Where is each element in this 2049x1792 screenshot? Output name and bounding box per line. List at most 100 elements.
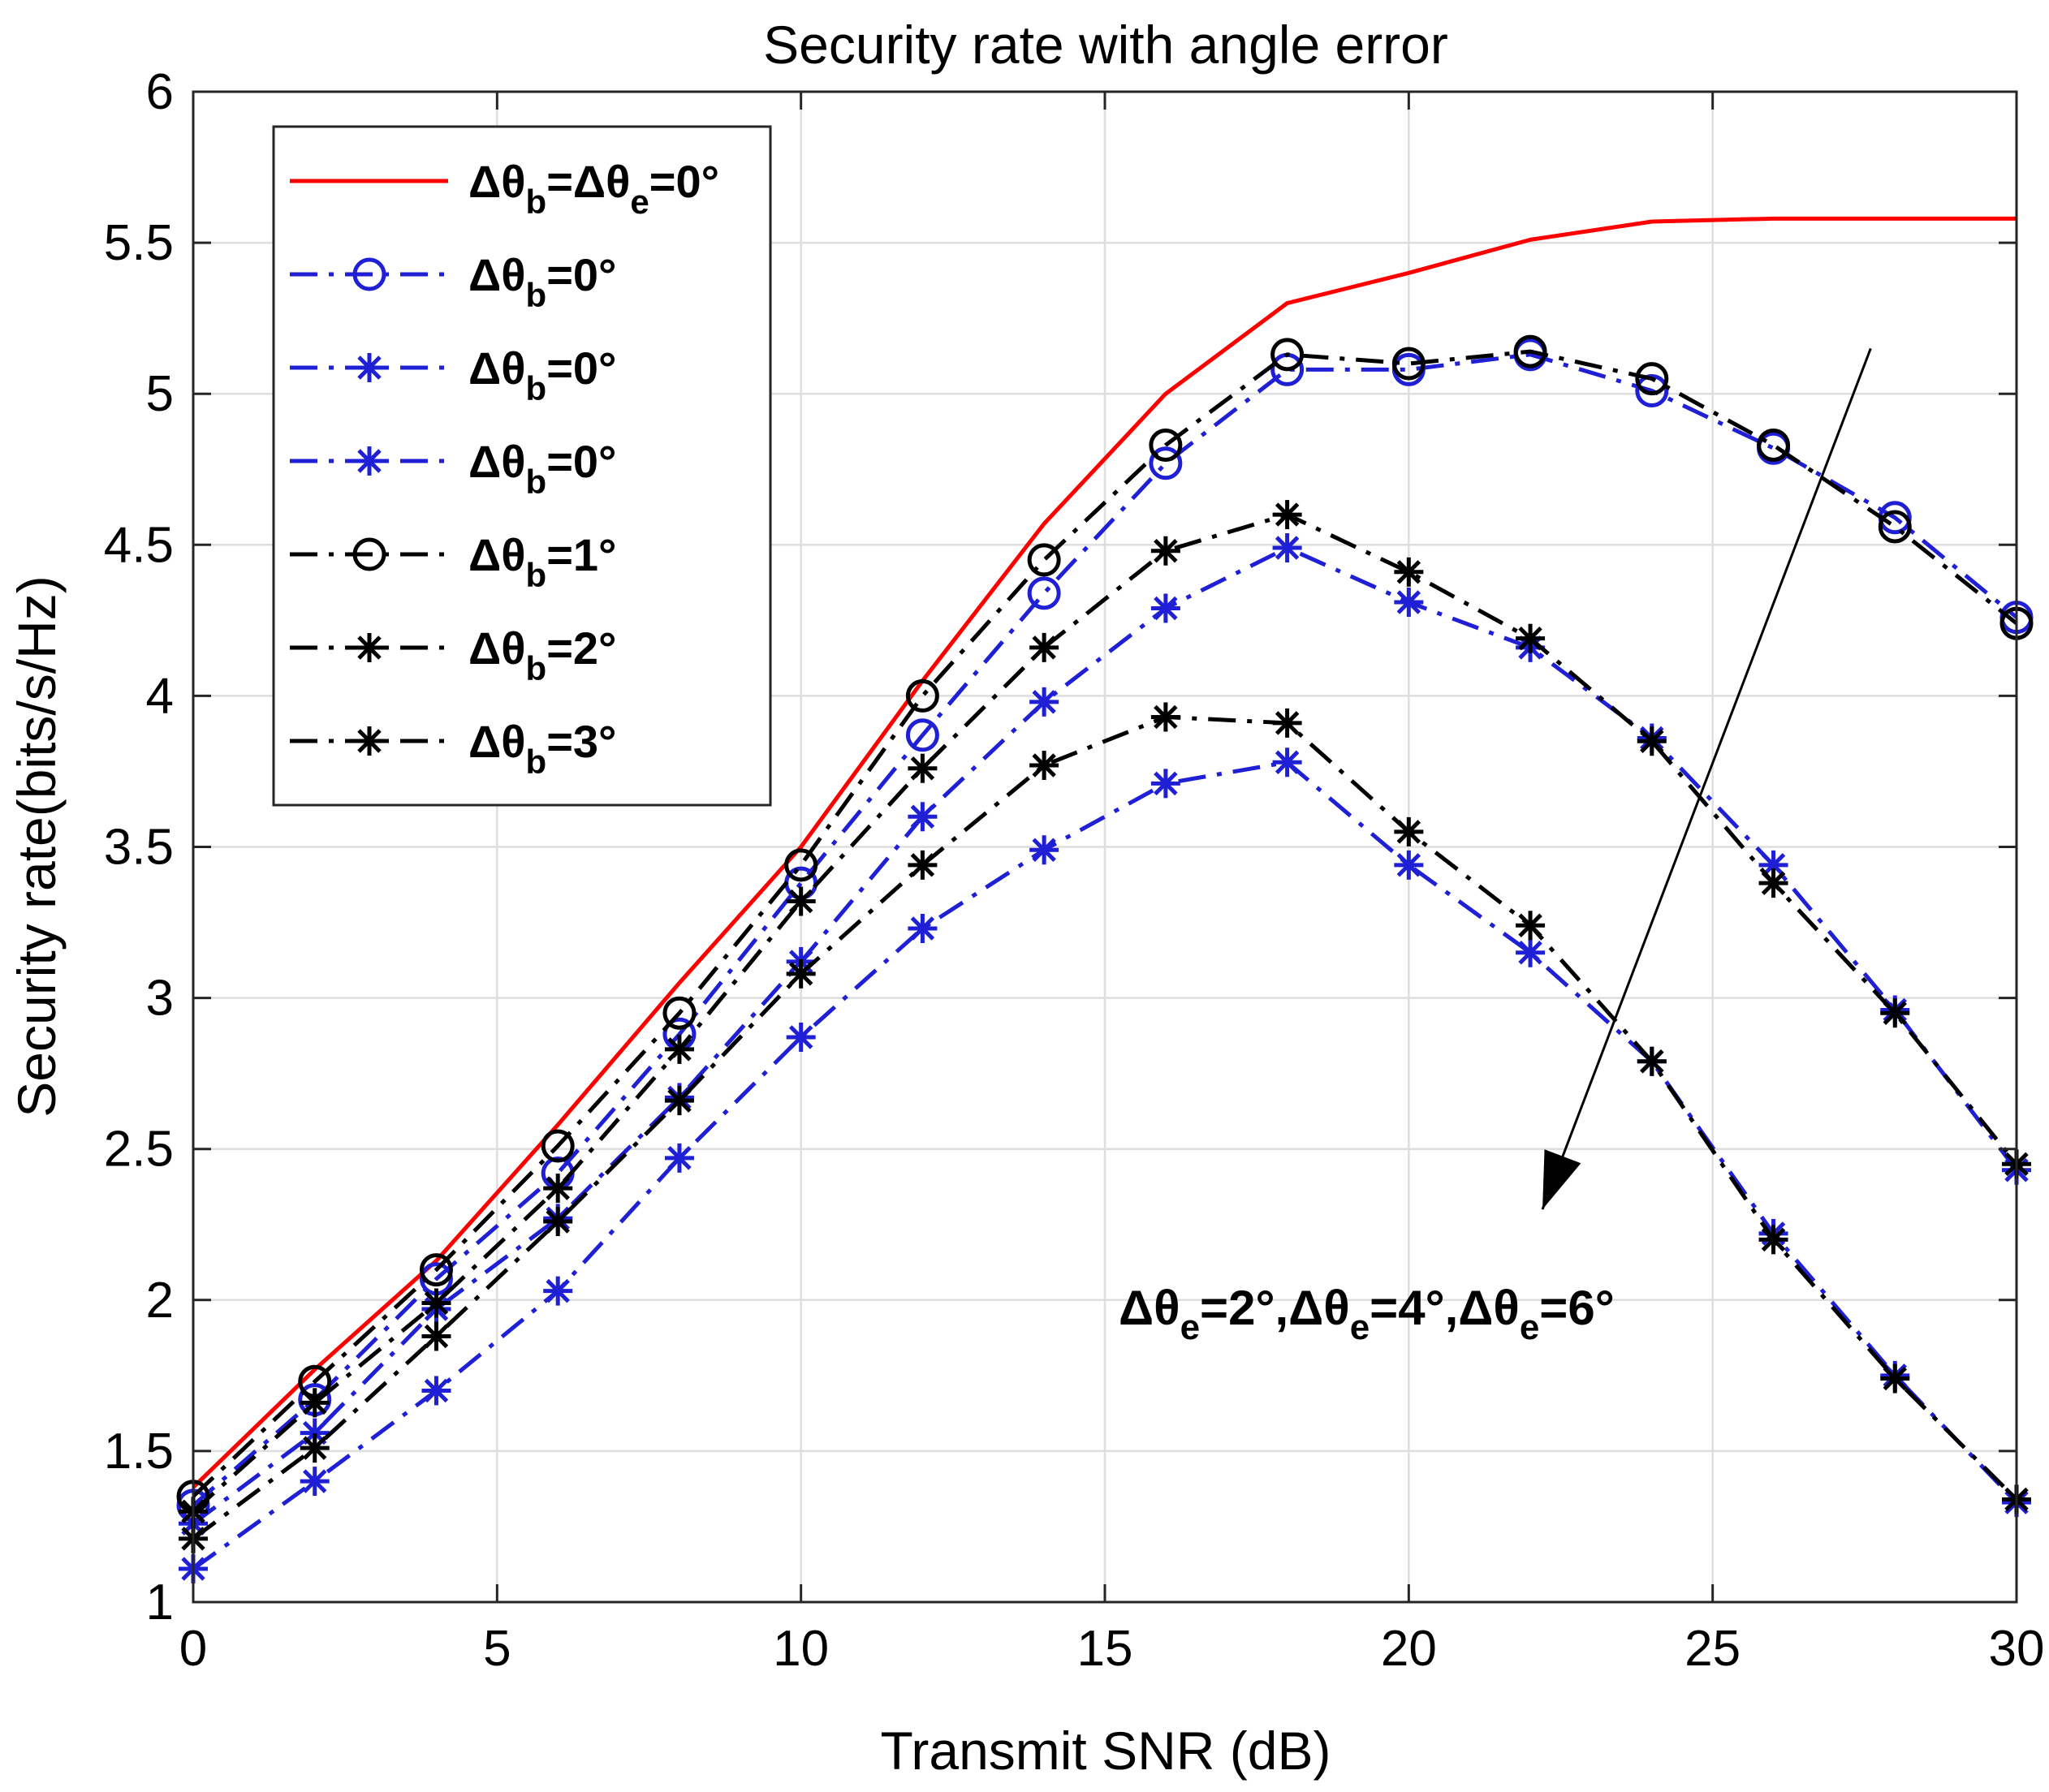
- legend-entry: Δθb=0°: [290, 249, 616, 314]
- star-stroke: [546, 1176, 570, 1200]
- data-point: [300, 1433, 330, 1463]
- data-point: [1635, 373, 1669, 407]
- data-point: [1637, 1046, 1667, 1076]
- legend-entry: Δθb=1°: [290, 529, 616, 594]
- star-stroke: [357, 729, 382, 753]
- star-stroke: [1275, 711, 1300, 735]
- star-stroke: [1275, 750, 1300, 775]
- legend-label: Δθb=1°: [468, 529, 616, 594]
- star-stroke: [1032, 690, 1056, 714]
- star-stroke: [1032, 838, 1056, 862]
- data-point: [1394, 557, 1424, 587]
- legend-subscript: b: [526, 183, 547, 221]
- star-stroke: [1518, 626, 1542, 651]
- annotation-part: =2°,Δθ: [1200, 1281, 1350, 1335]
- legend-text: =0°: [649, 156, 719, 207]
- annotation-arrow-shaft: [1541, 347, 1872, 1210]
- legend-box: [272, 125, 772, 807]
- data-point: [1149, 446, 1183, 480]
- x-axis: 0 5 10 15 20 25 30: [179, 92, 2045, 1677]
- legend-subscript: b: [526, 743, 547, 781]
- data-point: [1516, 937, 1546, 967]
- data-point: [300, 1467, 330, 1497]
- star-stroke: [788, 1025, 813, 1049]
- series-line: [192, 545, 2018, 1526]
- data-point: [664, 1034, 694, 1064]
- annotation-subscript: e: [1520, 1307, 1539, 1347]
- star-stroke: [667, 1037, 692, 1062]
- legend-text: =0°: [546, 436, 616, 487]
- series-line: [192, 349, 2018, 1498]
- star-stroke: [357, 449, 382, 473]
- star-stroke: [667, 1088, 692, 1113]
- star-stroke: [1396, 560, 1421, 584]
- data-point: [1516, 623, 1546, 653]
- legend-text: Δθ: [468, 156, 526, 207]
- x-tick-label: 15: [1077, 1621, 1133, 1677]
- annotation-text: Δθe=2°,Δθe=4°,Δθe=6°: [1119, 1281, 1615, 1347]
- series-0: [192, 216, 2017, 1489]
- data-point: [1635, 362, 1669, 396]
- legend-text: =3°: [546, 716, 616, 767]
- legend-marker: [352, 257, 386, 291]
- star-stroke: [1518, 913, 1542, 937]
- data-point: [1513, 334, 1547, 368]
- data-point: [1637, 726, 1667, 756]
- y-tick-label: 3: [146, 971, 174, 1027]
- star-stroke: [303, 1390, 327, 1415]
- annotation-subscript: e: [1350, 1307, 1370, 1347]
- data-point: [419, 1253, 453, 1287]
- legend-entry: Δθb=2°: [290, 622, 616, 687]
- x-tick-label: 25: [1684, 1621, 1741, 1677]
- data-point: [1272, 708, 1302, 738]
- data-point: [786, 1022, 816, 1052]
- legend-text: =0°: [546, 342, 616, 394]
- series-line: [192, 216, 2017, 1489]
- legend-marker: [355, 353, 384, 382]
- data-point: [543, 1207, 573, 1237]
- data-point: [1272, 747, 1302, 778]
- star-stroke: [1275, 536, 1300, 560]
- legend-label: Δθb=Δθe=0°: [468, 156, 719, 221]
- series-layer: [176, 216, 2034, 1584]
- star-stroke: [910, 916, 935, 941]
- data-point: [1029, 835, 1059, 865]
- data-point: [1150, 536, 1180, 566]
- legend-label: Δθb=0°: [468, 249, 616, 314]
- legend-text: =0°: [546, 249, 616, 300]
- legend-subscript: b: [526, 369, 547, 407]
- data-point: [1391, 347, 1426, 381]
- star-stroke: [1883, 1366, 1907, 1391]
- legend-entry: Δθb=0°: [290, 342, 616, 407]
- data-point: [1394, 850, 1424, 880]
- legend-label: Δθb=0°: [468, 436, 616, 501]
- legend-subscript: b: [526, 556, 547, 594]
- data-point: [664, 1086, 694, 1116]
- star-stroke: [1396, 820, 1421, 844]
- data-point: [1757, 428, 1791, 462]
- series-line: [192, 512, 2018, 1514]
- chart-title: Security rate with angle error: [763, 15, 1448, 75]
- legend-marker: [355, 726, 384, 756]
- data-point: [1272, 500, 1302, 530]
- legend-marker: [352, 537, 386, 571]
- star-stroke: [910, 804, 935, 829]
- data-point: [1394, 588, 1424, 618]
- data-point: [905, 718, 939, 752]
- star-stroke: [788, 889, 813, 914]
- data-point: [1516, 911, 1546, 941]
- legend-label: Δθb=0°: [468, 342, 616, 407]
- data-point: [1270, 338, 1305, 372]
- x-tick-label: 20: [1381, 1621, 1437, 1677]
- data-point: [1394, 816, 1424, 846]
- x-tick-label: 30: [1989, 1621, 2045, 1677]
- data-point: [1758, 868, 1788, 898]
- y-tick-label: 3.5: [104, 820, 174, 876]
- x-tick-label: 0: [179, 1621, 207, 1677]
- legend-text: =Δθ: [546, 156, 630, 207]
- data-point: [1150, 769, 1180, 799]
- data-point: [908, 850, 938, 880]
- data-point: [421, 1376, 451, 1406]
- star-stroke: [1761, 871, 1786, 895]
- data-point: [1272, 533, 1302, 563]
